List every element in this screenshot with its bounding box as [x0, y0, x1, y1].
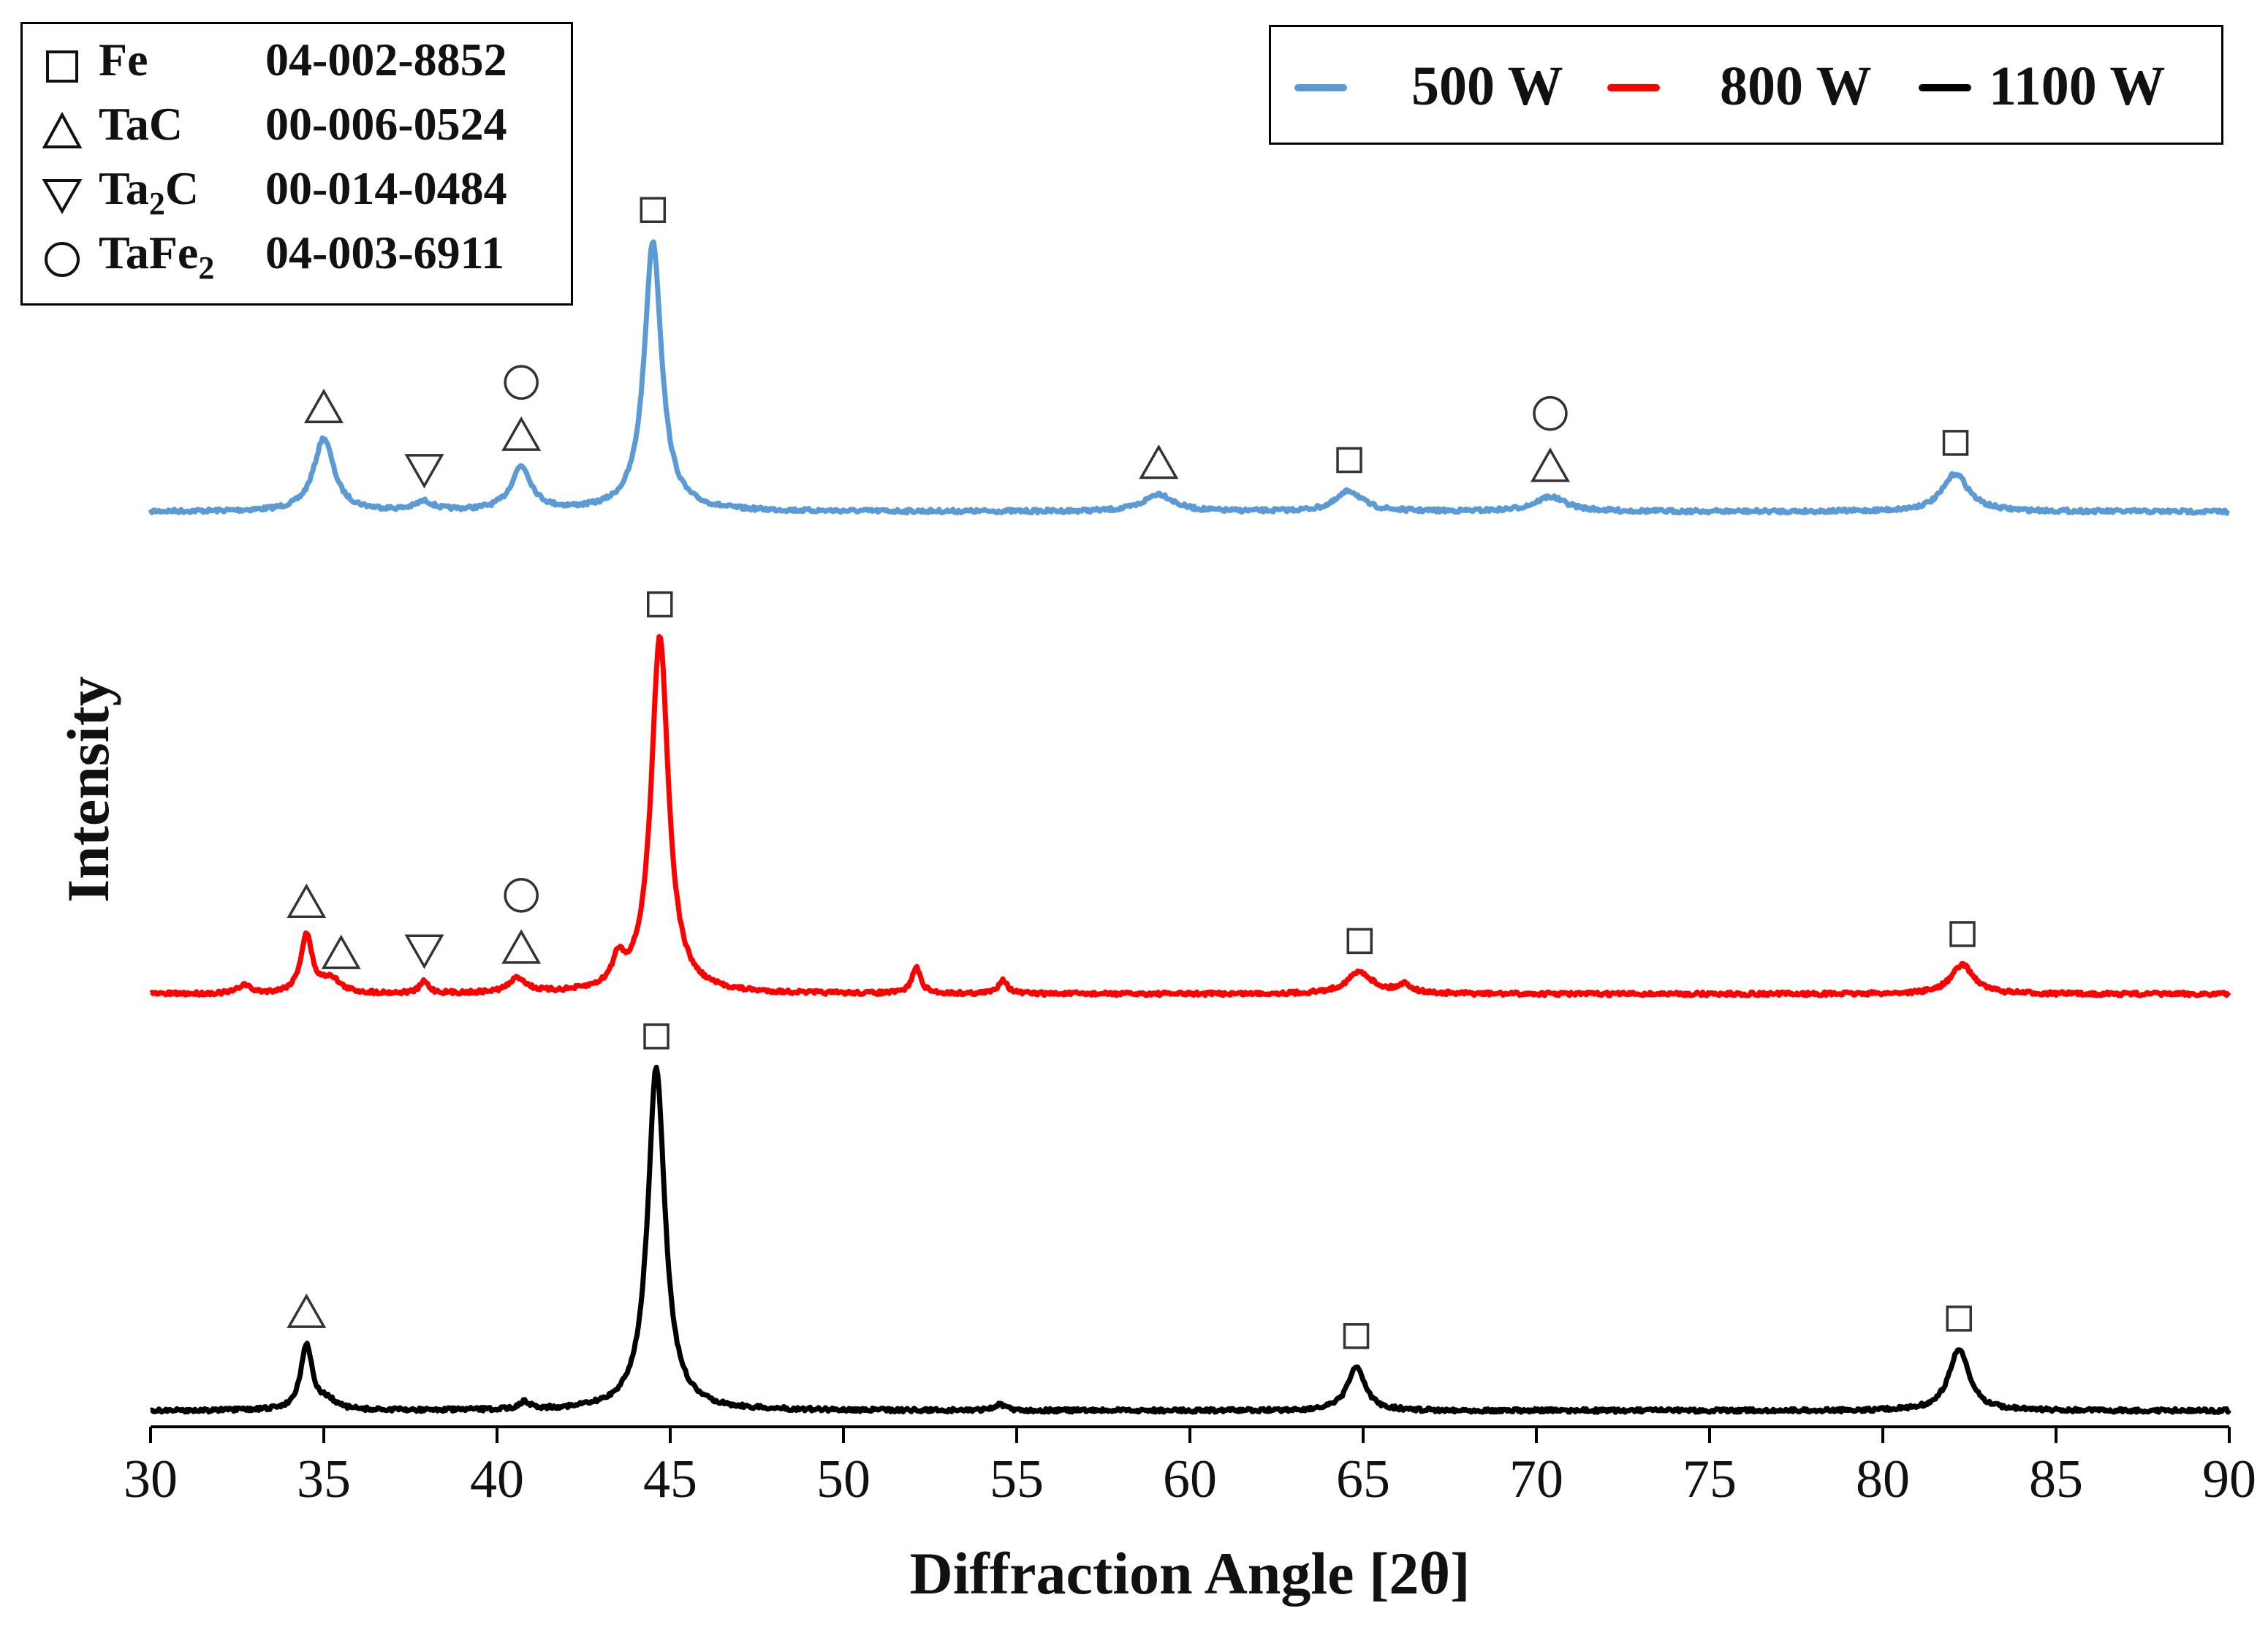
peak-marker-triangle-up — [501, 416, 542, 451]
peak-marker-square — [643, 1023, 670, 1050]
series-legend: 500 W 800 W 1100 W — [1269, 25, 2223, 145]
series-curves — [148, 239, 2231, 1415]
series-line-500w — [148, 239, 2231, 516]
phase-row-tafe2: TaFe2 04-003-6911 — [23, 224, 571, 289]
series-line-1100w — [149, 1064, 2231, 1415]
triangle-down-icon — [42, 179, 83, 215]
x-tick-label: 70 — [1509, 1449, 1563, 1509]
x-tick-label: 90 — [2202, 1449, 2256, 1509]
peak-marker-circle — [1533, 395, 1568, 431]
peak-marker-square — [647, 591, 673, 618]
peak-marker-triangle-up — [287, 1293, 327, 1328]
square-icon — [46, 50, 78, 83]
phase-legend: Fe 04-002-8852 TaC 00-006-0524 Ta2C 00-0… — [20, 22, 573, 306]
x-tick-label: 45 — [643, 1449, 697, 1509]
peak-marker-square — [1949, 921, 1976, 947]
peak-marker-triangle-up — [1530, 447, 1570, 482]
x-axis: 30 35 40 45 50 55 60 65 70 75 80 85 90 — [124, 1425, 2256, 1509]
x-tick-label: 60 — [1163, 1449, 1217, 1509]
phase-name: Fe — [99, 34, 148, 86]
peak-marker-triangle-down — [404, 934, 444, 969]
x-tick-label: 40 — [470, 1449, 524, 1509]
phase-pdf-number: 04-003-6911 — [265, 227, 505, 278]
peak-marker-circle — [504, 878, 539, 913]
legend-label: 500 W — [1411, 56, 1563, 117]
peak-annotations — [287, 197, 1976, 1349]
peak-marker-square — [1946, 1305, 1973, 1332]
x-tick-label: 50 — [816, 1449, 871, 1509]
phase-pdf-number: 00-014-0484 — [265, 162, 507, 214]
phase-name: TaC — [99, 98, 183, 150]
peak-marker-square — [1942, 430, 1969, 456]
triangle-up-icon — [42, 111, 83, 148]
x-tick-label: 80 — [1856, 1449, 1910, 1509]
phase-row-tac: TaC 00-006-0524 — [23, 96, 571, 160]
legend-swatch — [1607, 84, 1660, 91]
y-axis-label: Intensity — [55, 676, 121, 903]
peak-marker-circle — [504, 365, 539, 400]
peak-marker-square — [640, 197, 667, 224]
x-tick-label: 35 — [297, 1449, 351, 1509]
peak-marker-triangle-up — [303, 388, 344, 424]
peak-marker-square — [1343, 1323, 1370, 1349]
peak-marker-triangle-up — [501, 929, 542, 964]
x-tick-label: 30 — [124, 1449, 178, 1509]
phase-row-ta2c: Ta2C 00-014-0484 — [23, 160, 571, 224]
x-tick-label: 75 — [1683, 1449, 1737, 1509]
phase-pdf-number: 04-002-8852 — [265, 34, 507, 86]
phase-pdf-number: 00-006-0524 — [265, 98, 507, 150]
phase-name: Ta2C — [99, 162, 200, 221]
peak-marker-triangle-down — [404, 454, 444, 489]
phase-row-fe: Fe 04-002-8852 — [23, 31, 571, 96]
peak-marker-square — [1346, 928, 1373, 955]
peak-marker-triangle-up — [1139, 444, 1179, 479]
peak-marker-triangle-up — [321, 934, 361, 969]
legend-label: 800 W — [1720, 56, 1872, 117]
circle-icon — [45, 242, 80, 277]
phase-name: TaFe2 — [99, 227, 215, 286]
x-tick-label: 85 — [2029, 1449, 2083, 1509]
legend-label: 1100 W — [1989, 56, 2166, 117]
legend-swatch — [1294, 84, 1347, 91]
series-line-800w — [149, 634, 2231, 998]
peak-marker-triangle-up — [287, 883, 327, 918]
peak-marker-square — [1336, 447, 1362, 474]
x-tick-label: 55 — [990, 1449, 1044, 1509]
x-tick-label: 65 — [1336, 1449, 1390, 1509]
x-axis-label: Diffraction Angle [2θ] — [910, 1540, 1471, 1607]
legend-swatch — [1919, 84, 1971, 91]
